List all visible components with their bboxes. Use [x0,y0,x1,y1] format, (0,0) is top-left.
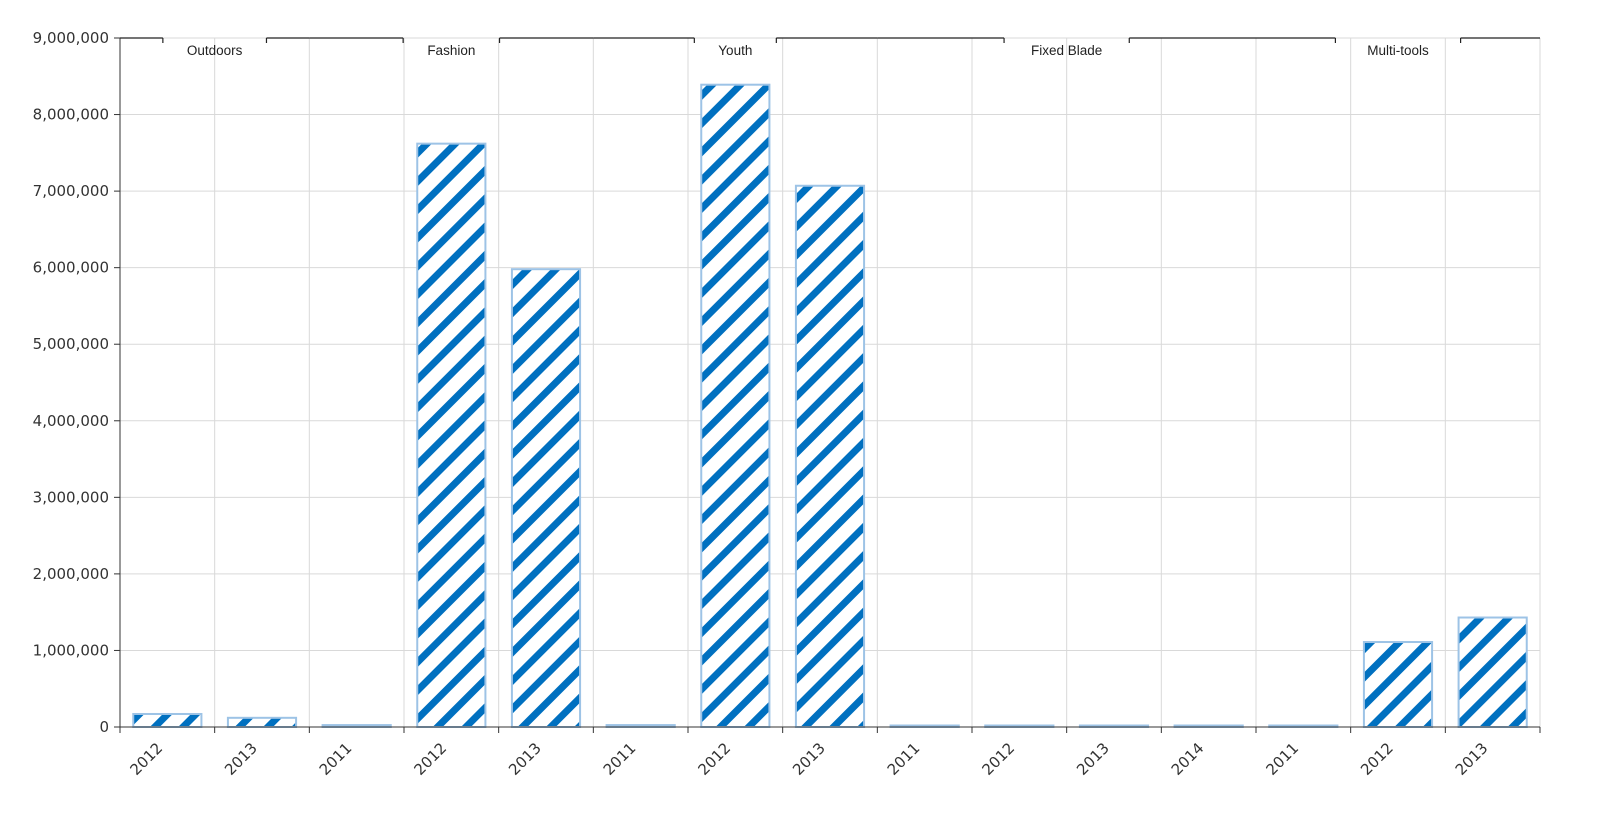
x-tick-label: 2013 [221,739,261,779]
y-tick-label: 7,000,000 [33,182,109,200]
bar [510,268,582,728]
x-tick-label: 2012 [978,739,1018,779]
bar [132,712,203,728]
y-tick-label: 3,000,000 [33,488,109,506]
axes: 0 1,000,000 2,000,000 3,000,000 4,000,000 5,0… [33,29,1541,779]
x-tick-label: 2011 [1262,739,1302,779]
bars [132,83,1528,729]
y-tick-label: 0 [99,718,109,736]
y-tick-label: 6,000,000 [33,259,109,277]
y-tick-label: 9,000,000 [33,29,109,47]
x-tick-label: 2013 [1073,739,1113,779]
bar [1457,616,1528,729]
x-tick-label: 2012 [694,739,734,779]
x-tick-label: 2011 [316,739,356,779]
x-tick-label: 2011 [600,739,640,779]
y-tick-label: 2,000,000 [33,565,109,583]
y-tick-label: 5,000,000 [33,335,109,353]
group-label: Fashion [427,43,475,58]
group-headers: Outdoors Fashion Youth Fixed Blade Multi-too… [120,37,1540,58]
bar [416,142,487,728]
y-tick-label: 4,000,000 [33,412,109,430]
x-tick-label: 2013 [1452,739,1492,779]
group-label: Outdoors [187,43,243,58]
group-label: Fixed Blade [1031,43,1102,58]
bar [1362,641,1434,728]
group-label: Youth [718,43,752,58]
bar [226,716,298,729]
group-label: Multi-tools [1367,43,1429,58]
y-tick-label: 8,000,000 [33,106,109,124]
bar [700,83,771,728]
grid-lines [120,37,1541,727]
y-tick-label: 1,000,000 [33,641,109,659]
x-tick-label: 2013 [505,739,545,779]
x-tick-label: 2011 [884,739,924,779]
x-tick-label: 2012 [1357,739,1397,779]
bar [794,184,866,729]
x-tick-label: 2012 [126,739,166,779]
x-tick-label: 2013 [789,739,829,779]
x-tick-label: 2012 [410,739,450,779]
x-tick-label: 2014 [1168,739,1208,779]
